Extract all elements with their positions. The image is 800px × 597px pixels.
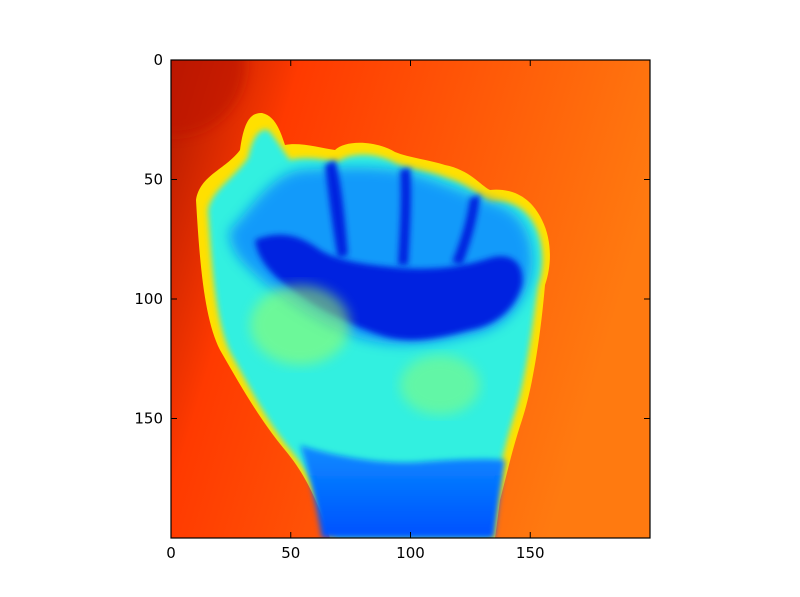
y-tick-label: 50 — [144, 171, 163, 189]
palm-highlight — [250, 285, 350, 365]
heatmap-image — [171, 60, 650, 538]
y-tick-label: 100 — [134, 290, 163, 308]
y-tick-label: 150 — [134, 410, 163, 428]
x-tick-label: 50 — [281, 544, 300, 562]
x-axis: 0 50 100 150 — [166, 60, 545, 562]
finger-shadows — [255, 234, 523, 340]
x-tick-label: 0 — [166, 544, 176, 562]
finger-separators — [325, 160, 480, 265]
y-tick-label: 0 — [153, 51, 163, 69]
wrist-region — [300, 445, 505, 538]
x-tick-label: 100 — [396, 544, 425, 562]
image-dark-corner — [171, 60, 245, 135]
palm-highlight-2 — [400, 355, 480, 415]
x-tick-label: 150 — [516, 544, 545, 562]
y-axis: 0 50 100 150 — [134, 51, 650, 428]
